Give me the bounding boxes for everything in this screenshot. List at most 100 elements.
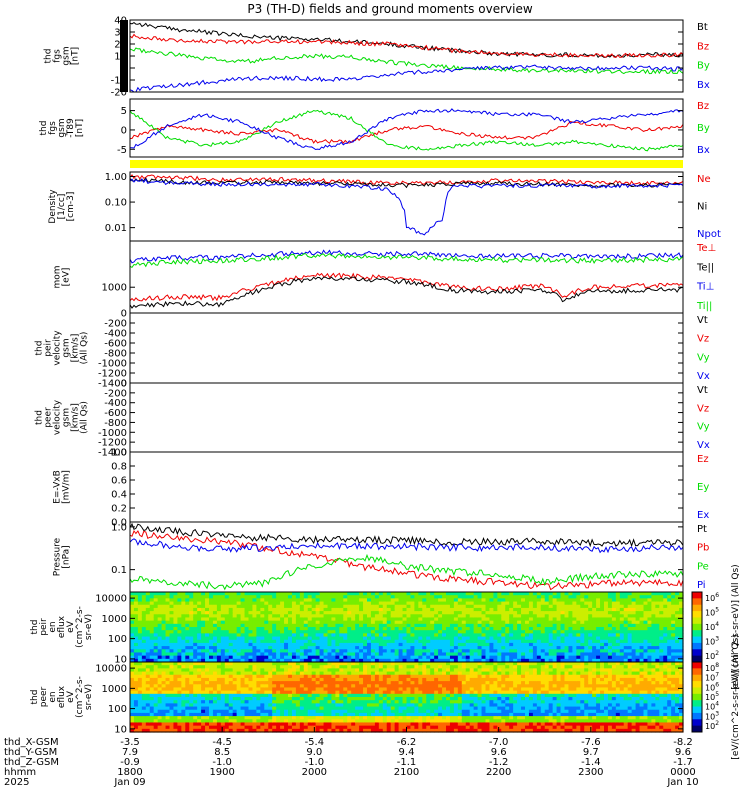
spectrogram-cell <box>406 700 412 704</box>
spectrogram-cell <box>165 693 171 698</box>
spectrogram-cell <box>149 655 155 660</box>
spectrogram-cell <box>177 700 182 704</box>
spectrogram-cell <box>378 674 384 679</box>
y-tick-label: 30 <box>114 28 127 39</box>
spectrogram-cell <box>655 649 660 654</box>
spectrogram-cell <box>359 598 364 603</box>
spectrogram-cell <box>615 623 621 628</box>
spectrogram-cell <box>303 639 309 644</box>
spectrogram-cell <box>331 598 336 603</box>
spectrogram-cell <box>552 620 558 625</box>
spectrogram-cell <box>185 617 190 622</box>
spectrogram-cell <box>161 636 167 641</box>
spectrogram-cell <box>181 700 186 704</box>
spectrogram-cell <box>501 639 506 644</box>
spectrogram-cell <box>228 687 234 692</box>
spectrogram-cell <box>473 655 479 660</box>
spectrogram-cell <box>643 601 649 606</box>
legend-bz: Bz <box>697 101 709 112</box>
spectrogram-cell <box>149 681 155 685</box>
spectrogram-cell <box>307 728 313 733</box>
spectrogram-cell <box>280 703 285 708</box>
spectrogram-cell <box>592 658 597 663</box>
spectrogram-cell <box>532 639 538 644</box>
spectrogram-cell <box>576 649 581 654</box>
spectrogram-cell <box>303 671 309 676</box>
spectrogram-cell <box>335 665 340 669</box>
spectrogram-cell <box>177 611 182 615</box>
spectrogram-cell <box>197 604 202 609</box>
spectrogram-cell <box>410 627 415 631</box>
spectrogram-cell <box>390 725 396 730</box>
spectrogram-cell <box>303 601 309 606</box>
spectrogram-cell <box>536 592 542 596</box>
spectrogram-cell <box>576 642 581 647</box>
spectrogram-cell <box>572 595 577 599</box>
spectrogram-cell <box>493 595 498 599</box>
spectrogram-cell <box>216 687 222 692</box>
spectrogram-cell <box>426 671 431 676</box>
spectrogram-cell <box>374 690 380 695</box>
spectrogram-cell <box>580 614 585 619</box>
spectrogram-cell <box>181 598 186 603</box>
spectrogram-cell <box>130 592 135 596</box>
spectrogram-cell <box>442 623 447 628</box>
spectrogram-cell <box>157 712 163 717</box>
spectrogram-cell <box>402 722 408 727</box>
spectrogram-cell <box>256 630 261 634</box>
spectrogram-cell <box>272 614 277 619</box>
spectrogram-cell <box>497 598 502 603</box>
spectrogram-cell <box>540 592 546 596</box>
spectrogram-cell <box>130 655 135 660</box>
spectrogram-cell <box>288 722 293 727</box>
spectrogram-cell <box>430 611 435 615</box>
spectrogram-cell <box>177 614 182 619</box>
spectrogram-cell <box>303 655 309 660</box>
spectrogram-cell <box>378 623 384 628</box>
spectrogram-cell <box>663 598 668 603</box>
spectrogram-cell <box>288 652 293 657</box>
spectrogram-cell <box>205 630 210 634</box>
spectrogram-cell <box>363 598 368 603</box>
spectrogram-cell <box>414 636 419 641</box>
spectrogram-cell <box>264 642 269 647</box>
spectrogram-cell <box>224 706 230 711</box>
spectrogram-cell <box>228 601 234 606</box>
spectrogram-cell <box>288 677 293 682</box>
spectrogram-cell <box>299 687 305 692</box>
spectrogram-cell <box>402 630 408 634</box>
spectrogram-cell <box>181 668 186 673</box>
spectrogram-cell <box>576 604 581 609</box>
spectrogram-cell <box>264 687 269 692</box>
spectrogram-cell <box>355 623 360 628</box>
spectrogram-cell <box>600 595 605 599</box>
spectrogram-cell <box>280 592 285 596</box>
spectrogram-cell <box>268 681 273 685</box>
spectrogram-cell <box>398 598 404 603</box>
spectrogram-cell <box>422 604 427 609</box>
spectrogram-cell <box>378 681 384 685</box>
spectrogram-cell <box>157 716 163 720</box>
spectrogram-cell <box>489 652 494 657</box>
spectrogram-cell <box>394 611 400 615</box>
spectrogram-cell <box>137 725 143 730</box>
spectrogram-cell <box>209 671 214 676</box>
spectrogram-cell <box>410 671 415 676</box>
spectrogram-cell <box>410 687 415 692</box>
spectrogram-cell <box>248 690 254 695</box>
spectrogram-cell <box>185 633 190 638</box>
spectrogram-cell <box>209 690 214 695</box>
spectrogram-cell <box>426 607 431 612</box>
spectrogram-cell <box>619 595 625 599</box>
spectrogram-cell <box>647 646 652 650</box>
spectrogram-cell <box>220 627 226 631</box>
spectrogram-cell <box>212 627 218 631</box>
spectrogram-cell <box>521 607 526 612</box>
spectrogram-cell <box>410 604 415 609</box>
spectrogram-cell <box>402 598 408 603</box>
spectrogram-cell <box>157 595 163 599</box>
spectrogram-cell <box>615 655 621 660</box>
spectrogram-cell <box>335 722 340 727</box>
spectrogram-cell <box>220 728 226 733</box>
spectrogram-cell <box>264 652 269 657</box>
